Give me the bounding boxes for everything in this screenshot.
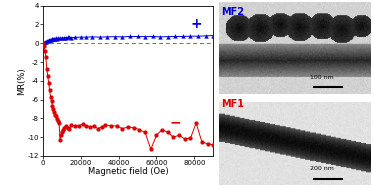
Text: +: + <box>190 17 202 31</box>
Text: 200 nm: 200 nm <box>310 166 334 171</box>
Text: MF2: MF2 <box>221 7 243 17</box>
Text: MF1: MF1 <box>221 99 243 109</box>
Text: −: − <box>170 116 181 130</box>
Y-axis label: MR(%): MR(%) <box>17 67 26 95</box>
Text: 100 nm: 100 nm <box>310 75 334 80</box>
X-axis label: Magnetic field (Oe): Magnetic field (Oe) <box>88 167 168 177</box>
